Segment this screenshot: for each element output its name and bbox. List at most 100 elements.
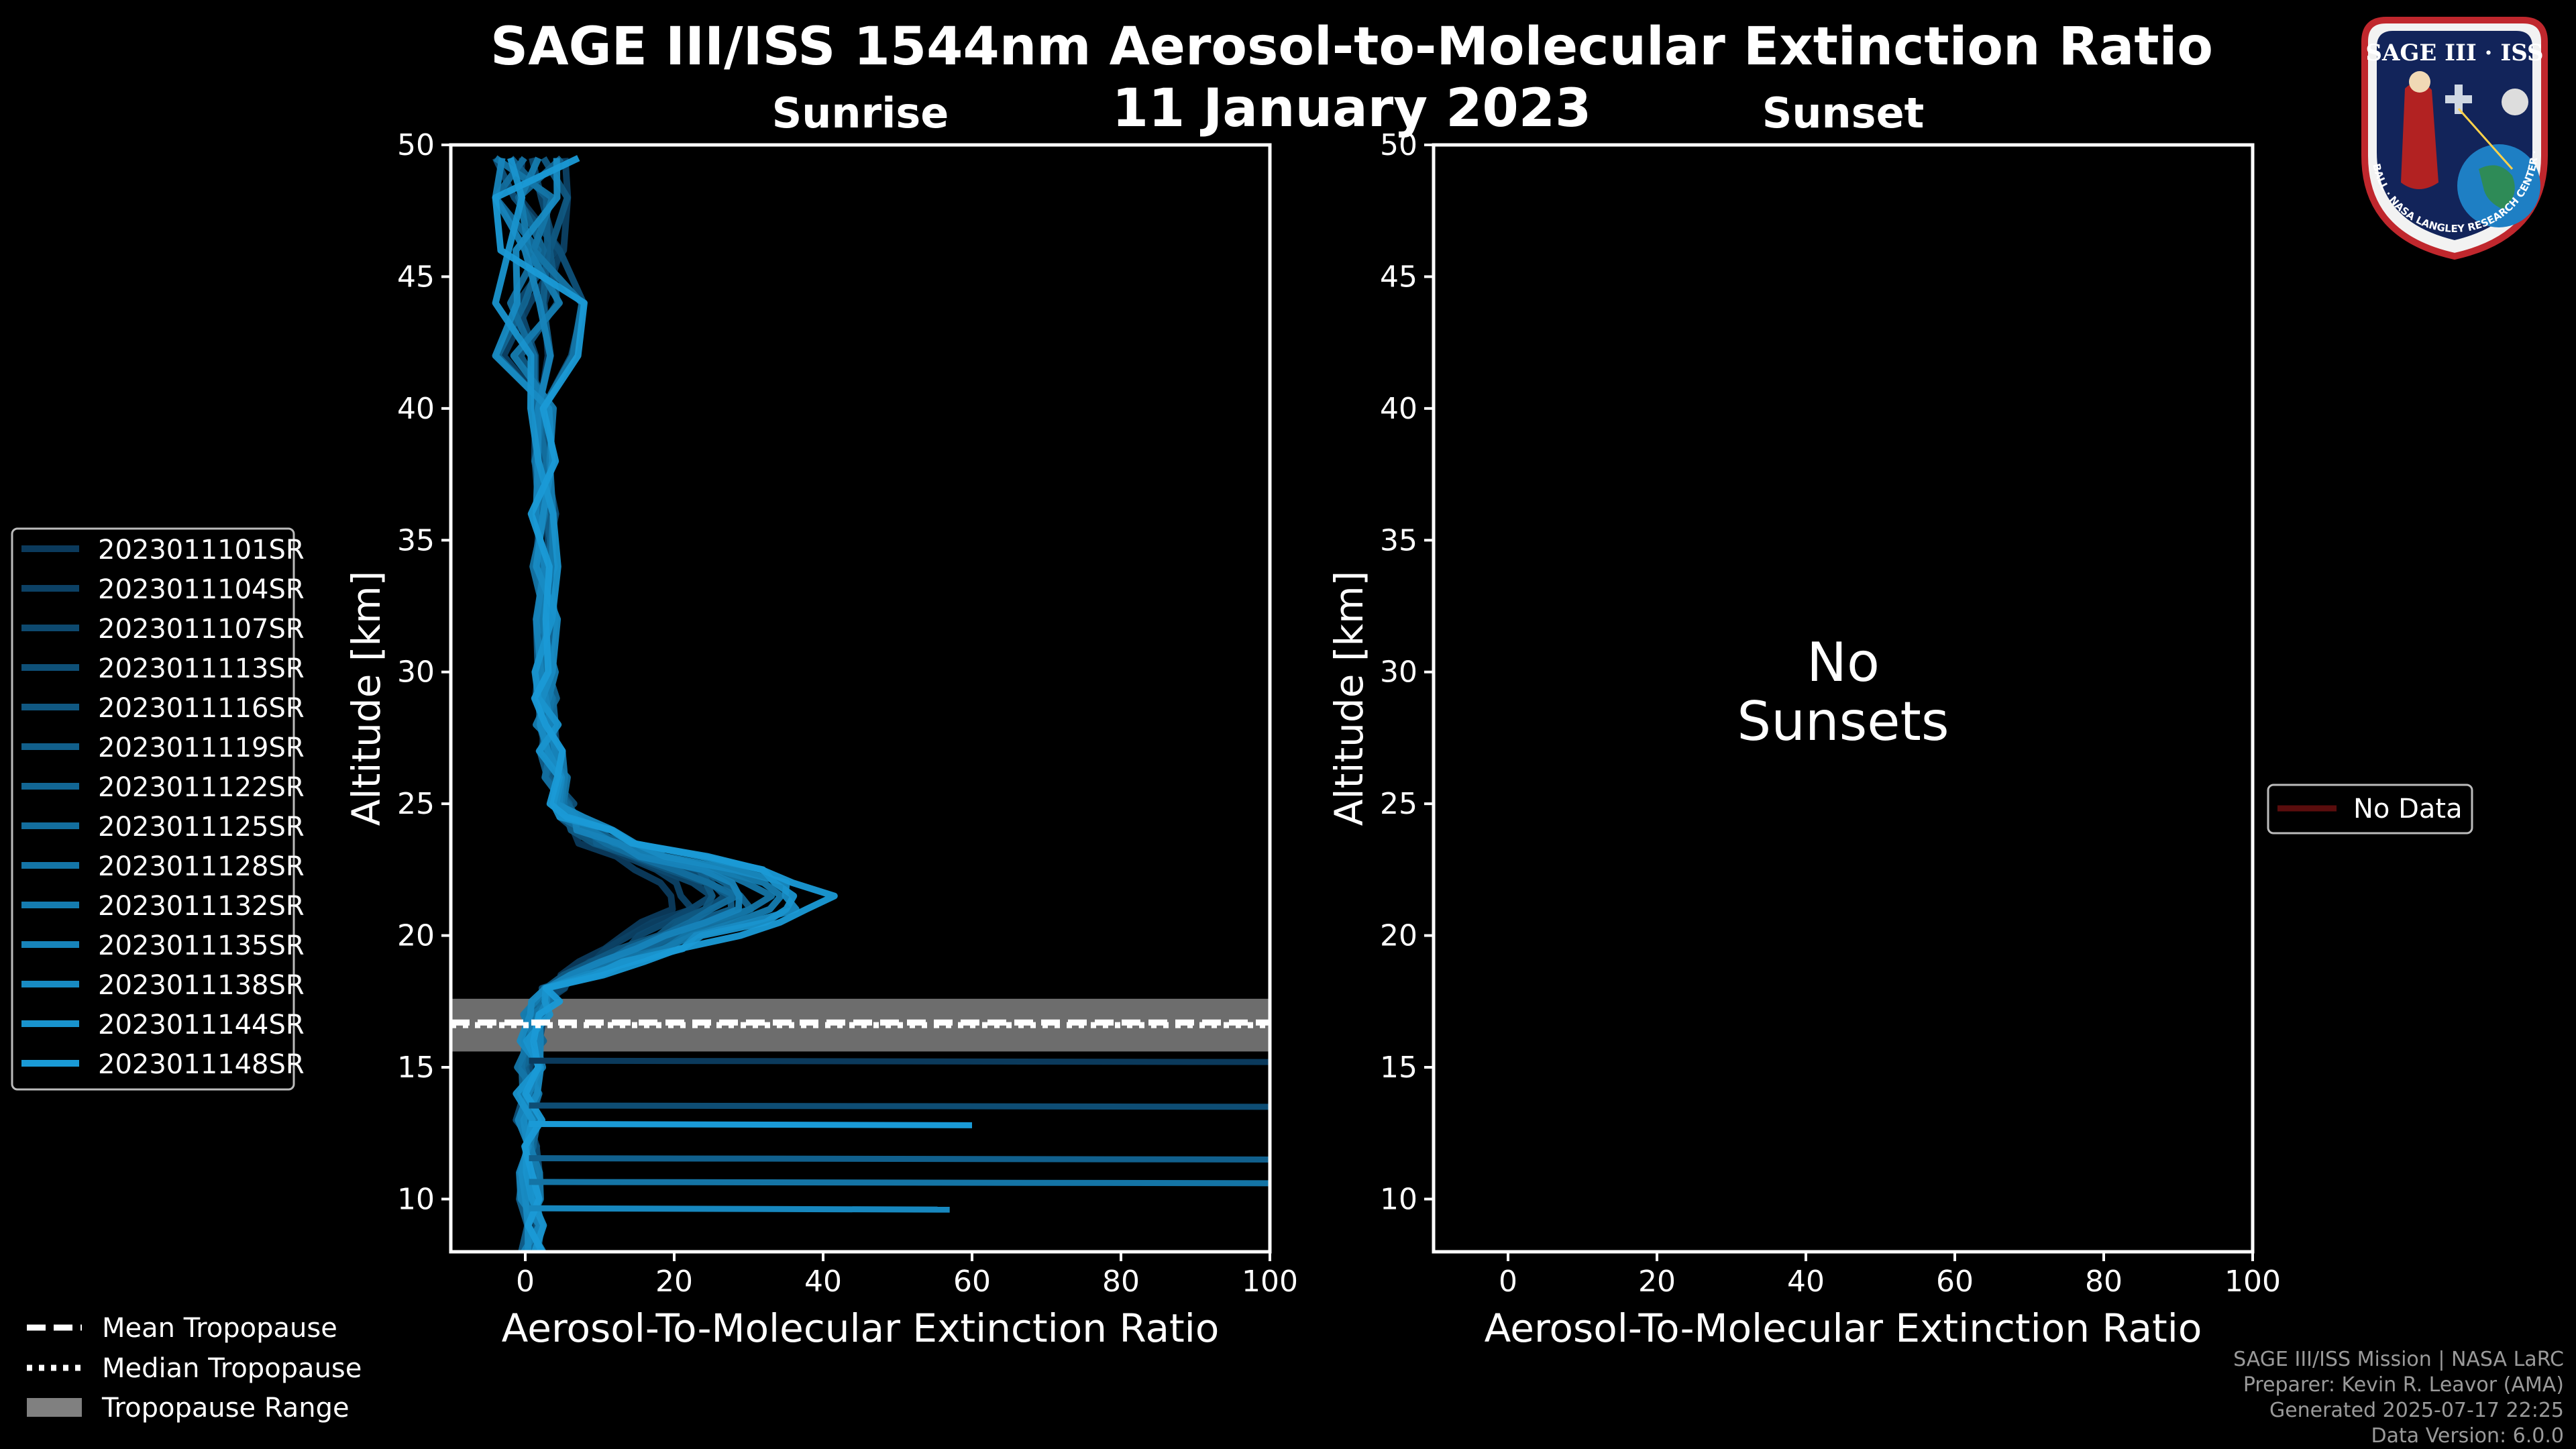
x-tick-label: 100 <box>1242 1265 1298 1299</box>
no-data-legend: No Data <box>2267 784 2473 835</box>
y-tick-label: 30 <box>1380 655 1417 690</box>
legend-item: 2023011125SR <box>21 812 305 843</box>
tropopause-legend-item: Tropopause Range <box>27 1393 350 1424</box>
series-legend-box <box>11 527 295 1091</box>
footer-generated: Generated 2025-07-17 22:25 <box>2269 1399 2564 1422</box>
y-tick-label: 45 <box>397 260 435 294</box>
profile-spike <box>529 1120 973 1128</box>
y-tick-label: 40 <box>1380 392 1417 426</box>
plot-frame <box>449 143 1272 1254</box>
y-tick-label: 15 <box>397 1051 435 1085</box>
no-data-legend-box <box>2267 784 2473 835</box>
figure-title-line1: SAGE III/ISS 1544nm Aerosol-to-Molecular… <box>490 17 2213 77</box>
tropopause-legend: Mean Tropopause Median Tropopause Tropopau… <box>27 1313 362 1424</box>
x-tick-label: 100 <box>2224 1265 2281 1299</box>
x-tick-label: 60 <box>953 1265 991 1299</box>
legend-item: 2023011104SR <box>21 574 305 605</box>
profile-spike <box>529 1057 1270 1065</box>
tropopause-legend-label: Tropopause Range <box>101 1393 350 1424</box>
legend-item: 2023011138SR <box>21 970 305 1001</box>
legend-item: 2023011113SR <box>21 653 305 684</box>
logo-beam <box>2457 108 2514 170</box>
no-data-message: No <box>1807 631 1880 694</box>
sage-iss-mission-logo: SAGE III · ISS BALL · NASA LANGLEY RESEA… <box>2345 15 2548 260</box>
legend-label: 2023011132SR <box>98 891 305 922</box>
x-axis-label: Aerosol-To-Molecular Extinction Ratio <box>502 1305 1220 1351</box>
legend-label: 2023011148SR <box>98 1049 305 1080</box>
logo-figure-robe <box>2401 82 2438 189</box>
legend-label: 2023011128SR <box>98 851 305 882</box>
y-tick-label: 25 <box>397 787 435 821</box>
y-tick-label: 25 <box>1380 787 1417 821</box>
plot-data-area <box>451 155 1270 1252</box>
footer-preparer: Preparer: Kevin R. Leavor (AMA) <box>2243 1373 2564 1397</box>
logo-continent <box>2479 165 2515 209</box>
x-tick-label: 80 <box>2085 1265 2123 1299</box>
tropopause-legend-label: Mean Tropopause <box>102 1313 337 1344</box>
y-tick-label: 45 <box>1380 260 1417 294</box>
profile-spike <box>529 1205 950 1213</box>
profile-spike <box>529 1155 1270 1163</box>
x-tick-label: 80 <box>1102 1265 1140 1299</box>
y-tick-label: 30 <box>397 655 435 690</box>
x-tick-label: 20 <box>1638 1265 1676 1299</box>
figure-title-line2: 11 January 2023 <box>1112 78 1592 139</box>
x-tick-label: 20 <box>655 1265 693 1299</box>
logo-station-truss <box>2455 85 2463 114</box>
series-legend: 2023011101SR 2023011104SR 2023011107SR 2023… <box>11 527 305 1091</box>
y-tick-label: 40 <box>397 392 435 426</box>
x-tick-label: 0 <box>1499 1265 1517 1299</box>
tropopause-legend-label: Median Tropopause <box>102 1353 362 1384</box>
tropopause-legend-item: Median Tropopause <box>27 1353 362 1384</box>
tropopause-legend-item: Mean Tropopause <box>27 1313 337 1344</box>
legend-item: 2023011122SR <box>21 772 305 803</box>
legend-item: 2023011132SR <box>21 891 305 922</box>
panel-title-sunrise: Sunrise <box>772 89 949 138</box>
legend-item: 2023011128SR <box>21 851 305 882</box>
y-tick-label: 50 <box>1380 128 1417 162</box>
no-data-message: Sunsets <box>1737 690 1949 753</box>
legend-label: 2023011135SR <box>98 930 305 961</box>
x-axis-label: Aerosol-To-Molecular Extinction Ratio <box>1485 1305 2202 1351</box>
y-tick-label: 10 <box>397 1182 435 1216</box>
legend-label: 2023011122SR <box>98 772 305 803</box>
legend-item: 2023011116SR <box>21 693 305 724</box>
y-tick-label: 15 <box>1380 1051 1417 1085</box>
logo-moon <box>2502 89 2528 115</box>
footer-version: Data Version: 6.0.0 <box>2371 1424 2564 1448</box>
profile-spike <box>529 1179 1270 1187</box>
y-tick-label: 20 <box>1380 919 1417 953</box>
legend-label: 2023011138SR <box>98 970 305 1001</box>
legend-label: 2023011144SR <box>98 1010 305 1040</box>
legend-item: 2023011107SR <box>21 614 305 645</box>
legend-label: 2023011104SR <box>98 574 305 605</box>
legend-item: 2023011144SR <box>21 1010 305 1040</box>
y-axis-label: Altitude [km] <box>343 571 389 826</box>
legend-item: 2023011119SR <box>21 733 305 763</box>
y-tick-label: 20 <box>397 919 435 953</box>
y-tick-label: 10 <box>1380 1182 1417 1216</box>
x-tick-label: 40 <box>804 1265 842 1299</box>
profile-spike <box>529 1102 1270 1110</box>
legend-item: 2023011148SR <box>21 1049 305 1080</box>
x-tick-label: 0 <box>516 1265 535 1299</box>
footer: SAGE III/ISS Mission | NASA LaRC Prepare… <box>2233 1348 2564 1448</box>
legend-label: 2023011113SR <box>98 653 305 684</box>
x-tick-label: 60 <box>1936 1265 1974 1299</box>
no-data-legend-label: No Data <box>2353 794 2463 824</box>
panel-sunset: 10 15 20 25 30 35 40 45 50 0 20 40 60 80 100 Sunset Aero… <box>1326 89 2281 1351</box>
y-tick-label: 35 <box>397 523 435 557</box>
panel-title-sunset: Sunset <box>1762 89 1925 138</box>
legend-item: 2023011135SR <box>21 930 305 961</box>
logo-figure-head <box>2409 71 2430 93</box>
legend-label: 2023011119SR <box>98 733 305 763</box>
footer-mission: SAGE III/ISS Mission | NASA LaRC <box>2233 1348 2564 1371</box>
y-tick-label: 50 <box>397 128 435 162</box>
profile-line-2023011148SR <box>492 155 838 1252</box>
legend-label: 2023011116SR <box>98 693 305 724</box>
x-tick-label: 40 <box>1787 1265 1825 1299</box>
panel-sunrise: 10 15 20 25 30 35 40 45 50 0 20 40 60 80 100 Sunrise Aer… <box>343 89 1298 1351</box>
legend-label: 2023011125SR <box>98 812 305 843</box>
